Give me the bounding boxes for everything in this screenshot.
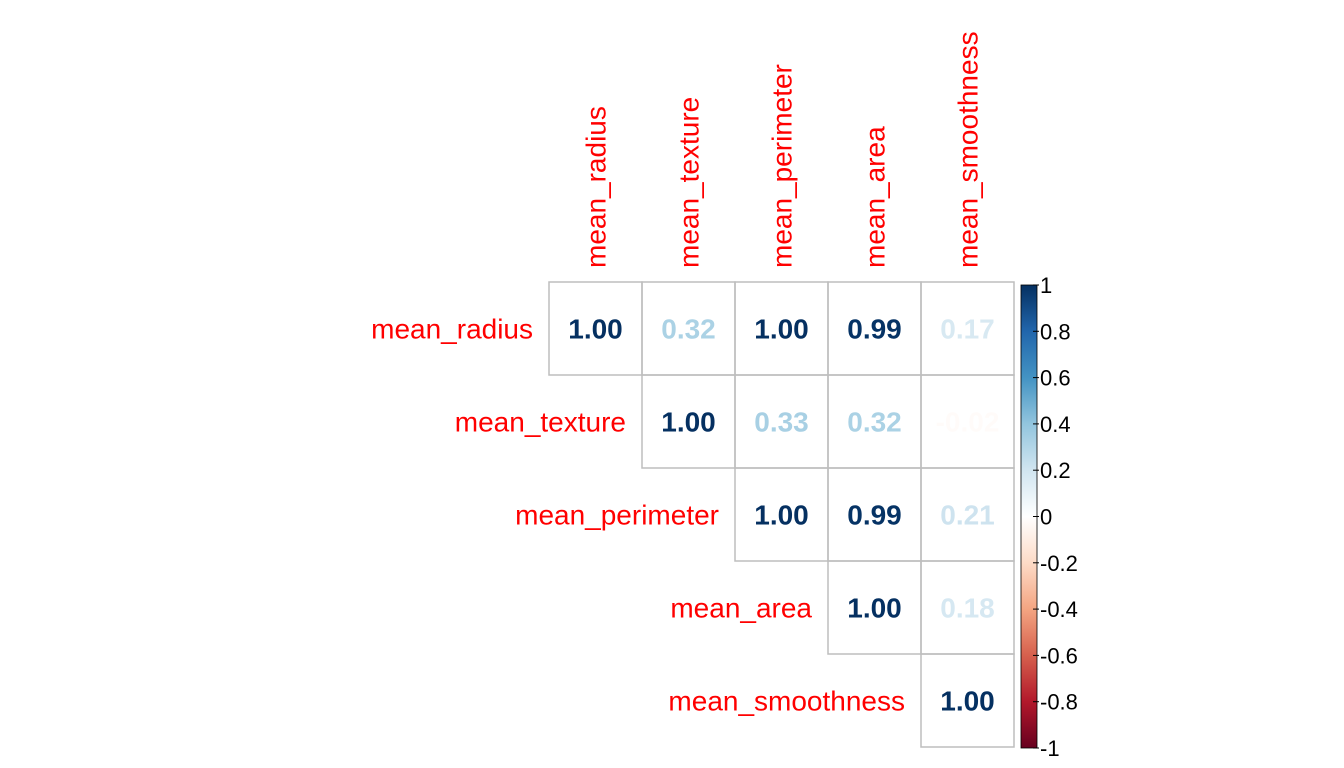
cell-value: 1.00 (847, 593, 902, 624)
row-labels: mean_radius mean_texture mean_perimetermea… (371, 314, 905, 717)
values-layer: 1.00 0.32 1.00 0.99 0.17 1.00 0.33 0.32 -0.02 1.0… (568, 314, 999, 717)
cell-value: 0.99 (847, 314, 902, 345)
row-label: mean_smoothness (668, 686, 905, 717)
cell-value: 0.33 (754, 407, 809, 438)
colorbar-tick-label: 0.4 (1040, 412, 1071, 437)
cell-value: 0.18 (940, 593, 995, 624)
row-label: mean_radius (371, 314, 533, 345)
column-label: mean_area (860, 126, 891, 268)
row-label: mean_area (670, 593, 812, 624)
cell-value: 1.00 (568, 314, 623, 345)
colorbar-tick-label: -0.6 (1040, 643, 1078, 668)
column-label: mean_texture (674, 97, 705, 268)
cell-value: -0.02 (936, 407, 1000, 438)
colorbar-tick-label: 0.8 (1040, 319, 1071, 344)
row-label: mean_texture (455, 407, 626, 438)
column-label: mean_radius (581, 106, 612, 268)
colorbar-tick-label: -0.8 (1040, 690, 1078, 715)
colorbar-tick-label: -0.4 (1040, 597, 1078, 622)
cell-value: 0.17 (940, 314, 995, 345)
grid-layer (548, 281, 1015, 748)
cell-value: 1.00 (940, 686, 995, 717)
cell-value: 0.21 (940, 500, 995, 531)
cell-value: 1.00 (661, 407, 716, 438)
cell-value: 0.32 (661, 314, 716, 345)
colorbar-tick-label: 0 (1040, 505, 1052, 530)
column-label: mean_smoothness (953, 31, 984, 268)
colorbar-tick-label: -1 (1040, 736, 1060, 761)
cell-value: 0.32 (847, 407, 902, 438)
colorbar-tick-label: -0.2 (1040, 551, 1078, 576)
column-labels: mean_radius mean_texture mean_perimeter mea… (581, 31, 984, 268)
colorbar-tick-label: 0.2 (1040, 458, 1071, 483)
column-label: mean_perimeter (767, 64, 798, 268)
colorbar: 1 0.8 0.6 0.4 0.2 0 -0.2 -0.4 -0.6 -0.8 -1 (1020, 273, 1078, 761)
colorbar-tick-label: 1 (1040, 273, 1052, 298)
colorbar-tick-label: 0.6 (1040, 366, 1071, 391)
cell-value: 1.00 (754, 500, 809, 531)
cell-value: 0.99 (847, 500, 902, 531)
row-label: mean_perimeter (515, 500, 719, 531)
cell-value: 1.00 (754, 314, 809, 345)
grid-cell (920, 653, 1015, 748)
